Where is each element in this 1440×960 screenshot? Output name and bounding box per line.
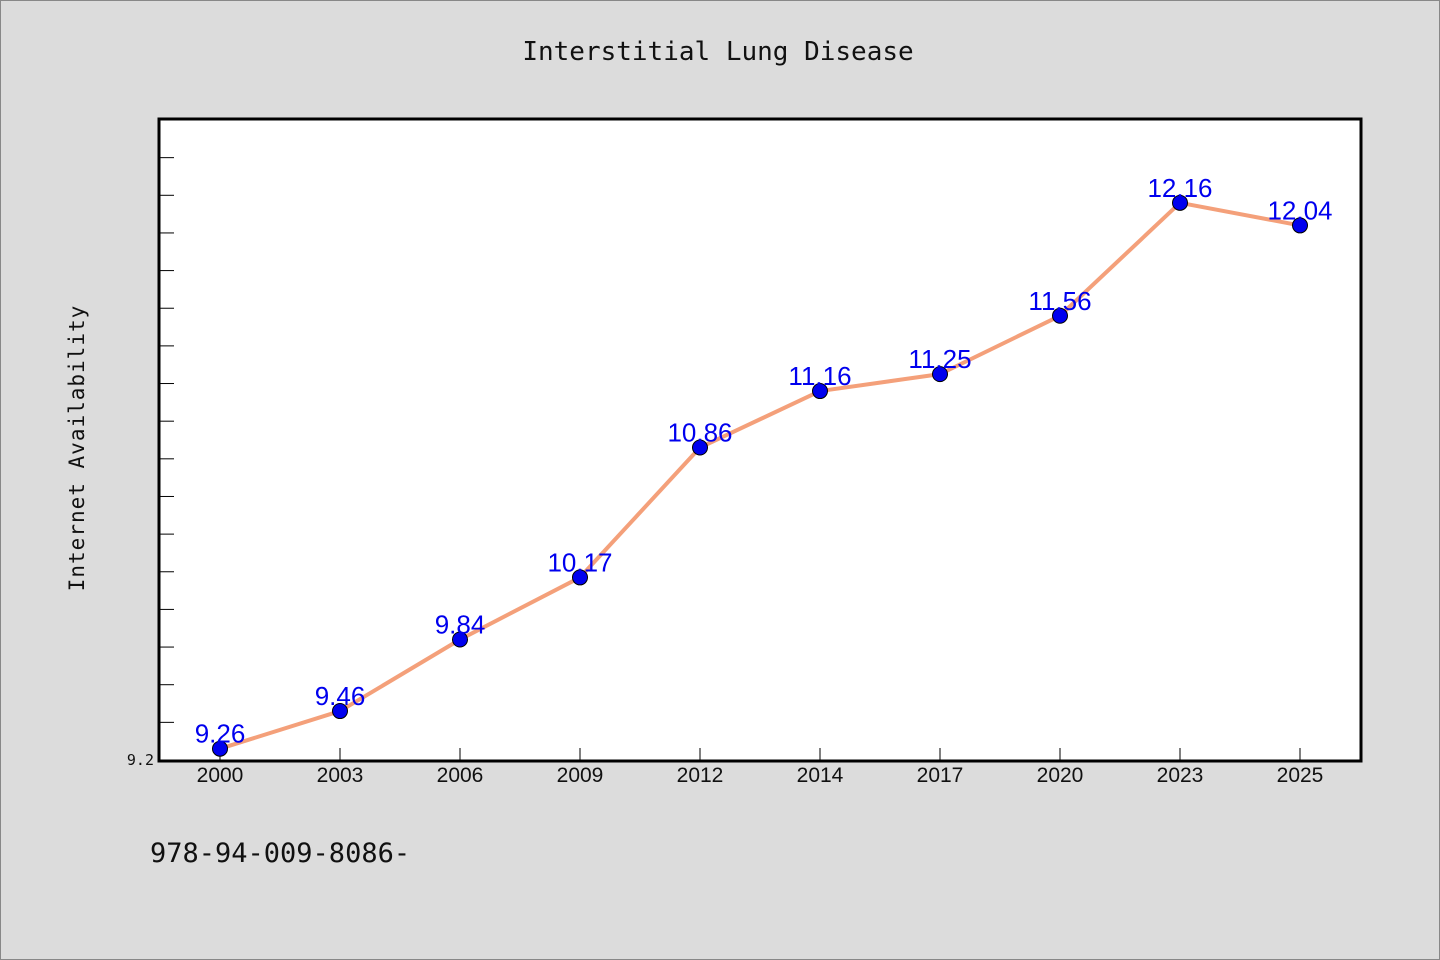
- series-line-group: [219, 200, 1301, 751]
- data-label: 9.26: [195, 719, 246, 749]
- x-tick-label: 2006: [437, 764, 484, 787]
- data-point: [932, 366, 948, 383]
- data-point: [572, 569, 588, 586]
- data-labels-group: 9.26 9.46 9.84 10.17 10.86 11.16 11.25 11.56 12.…: [195, 173, 1333, 749]
- data-label: 10.86: [667, 418, 732, 448]
- data-point: [212, 740, 228, 757]
- data-label: 12.16: [1147, 173, 1212, 203]
- plot-area: [159, 119, 1361, 761]
- data-point: [1052, 307, 1068, 324]
- y-tick-label: 9.2: [127, 751, 154, 769]
- x-tick-label: 2020: [1037, 764, 1084, 787]
- y-axis-label: Internet Availability: [65, 305, 89, 592]
- x-tick-label: 2014: [797, 764, 844, 787]
- data-label: 12.04: [1267, 195, 1332, 225]
- plot-frame: [157, 117, 1363, 763]
- data-point: [452, 631, 468, 648]
- chart-title: Interstitial Lung Disease: [522, 37, 913, 67]
- x-tick-label: 2017: [917, 764, 964, 787]
- data-label: 9.84: [435, 610, 486, 640]
- data-point: [812, 383, 828, 400]
- x-tick-label: 2003: [317, 764, 364, 787]
- data-point: [332, 703, 348, 720]
- x-tick-label: 2025: [1277, 764, 1324, 787]
- x-axis-ticks: 2000 2003 2006 2009 2012 2014 2017 2020 2023 2025: [197, 748, 1324, 787]
- footer-text: 978-94-009-8086-: [150, 838, 410, 869]
- data-label: 11.16: [788, 361, 851, 391]
- data-label: 9.46: [315, 681, 366, 711]
- x-tick-label: 2023: [1157, 764, 1204, 787]
- data-label: 10.17: [547, 547, 612, 577]
- x-tick-label: 2012: [677, 764, 724, 787]
- data-point: [1292, 217, 1308, 234]
- series-line: [219, 200, 1301, 751]
- data-label: 11.56: [1028, 286, 1091, 316]
- data-label: 11.25: [908, 344, 971, 374]
- y-axis-ticks: 9.2: [127, 119, 174, 769]
- data-point: [692, 439, 708, 456]
- x-tick-label: 2009: [557, 764, 604, 787]
- markers-group: [212, 194, 1308, 757]
- x-tick-label: 2000: [197, 764, 244, 787]
- data-point: [1172, 194, 1188, 211]
